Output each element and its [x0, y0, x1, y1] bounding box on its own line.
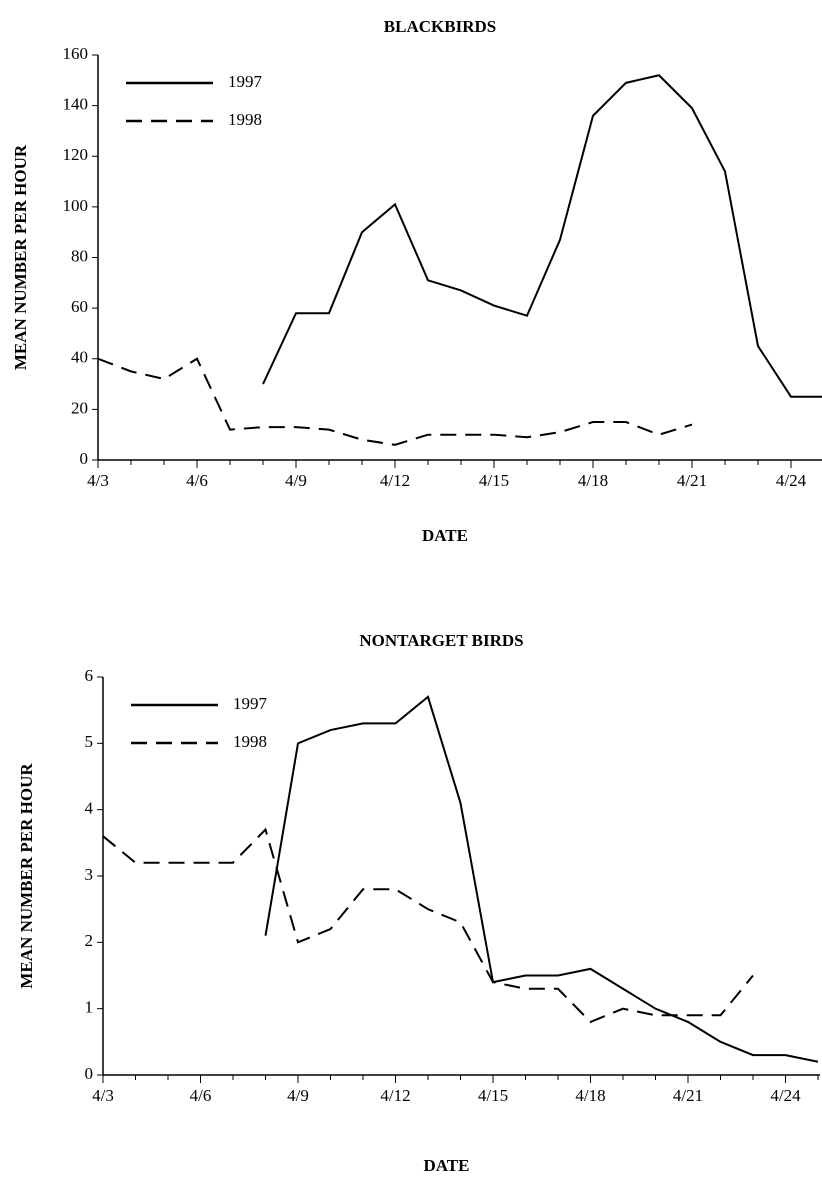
y-tick-label: 4: [85, 799, 94, 818]
x-tick-label: 4/18: [575, 1086, 605, 1105]
x-tick-label: 4/6: [186, 471, 208, 490]
x-tick-label: 4/21: [677, 471, 707, 490]
x-tick-label: 4/3: [92, 1086, 114, 1105]
y-axis-label: MEAN NUMBER PER HOUR: [11, 144, 30, 370]
legend-label: 1998: [233, 732, 267, 751]
y-tick-label: 80: [71, 246, 88, 265]
data-line: [264, 695, 819, 1063]
x-axis-label: DATE: [422, 526, 468, 545]
x-tick-label: 4/24: [776, 471, 807, 490]
data-line: [262, 74, 822, 398]
data-line: [102, 827, 754, 1024]
x-axis-label: DATE: [424, 1156, 470, 1175]
y-tick-label: 0: [85, 1064, 94, 1083]
y-tick-label: 120: [63, 145, 89, 164]
y-tick-label: 140: [63, 95, 89, 114]
y-tick-label: 60: [71, 297, 88, 316]
legend-label: 1998: [228, 110, 262, 129]
y-tick-label: 3: [85, 865, 94, 884]
legend-label: 1997: [228, 72, 263, 91]
y-tick-label: 6: [85, 666, 94, 685]
data-line: [97, 357, 693, 446]
y-tick-label: 0: [80, 449, 89, 468]
x-tick-label: 4/21: [673, 1086, 703, 1105]
y-tick-label: 40: [71, 348, 88, 367]
legend-label: 1997: [233, 694, 268, 713]
x-tick-label: 4/24: [770, 1086, 801, 1105]
x-tick-label: 4/9: [287, 1086, 309, 1105]
x-tick-label: 4/6: [190, 1086, 212, 1105]
y-tick-label: 5: [85, 732, 94, 751]
chart-title: NONTARGET BIRDS: [359, 631, 523, 650]
y-tick-label: 100: [63, 196, 89, 215]
y-tick-label: 20: [71, 398, 88, 417]
x-tick-label: 4/12: [380, 1086, 410, 1105]
x-tick-label: 4/3: [87, 471, 109, 490]
y-tick-label: 2: [85, 931, 94, 950]
chart-title: BLACKBIRDS: [384, 17, 496, 36]
y-tick-label: 160: [63, 44, 89, 63]
x-tick-label: 4/15: [479, 471, 509, 490]
x-tick-label: 4/15: [478, 1086, 508, 1105]
x-tick-label: 4/18: [578, 471, 608, 490]
y-tick-label: 1: [85, 998, 94, 1017]
x-tick-label: 4/9: [285, 471, 307, 490]
y-axis-label: MEAN NUMBER PER HOUR: [17, 763, 36, 989]
x-tick-label: 4/12: [380, 471, 410, 490]
